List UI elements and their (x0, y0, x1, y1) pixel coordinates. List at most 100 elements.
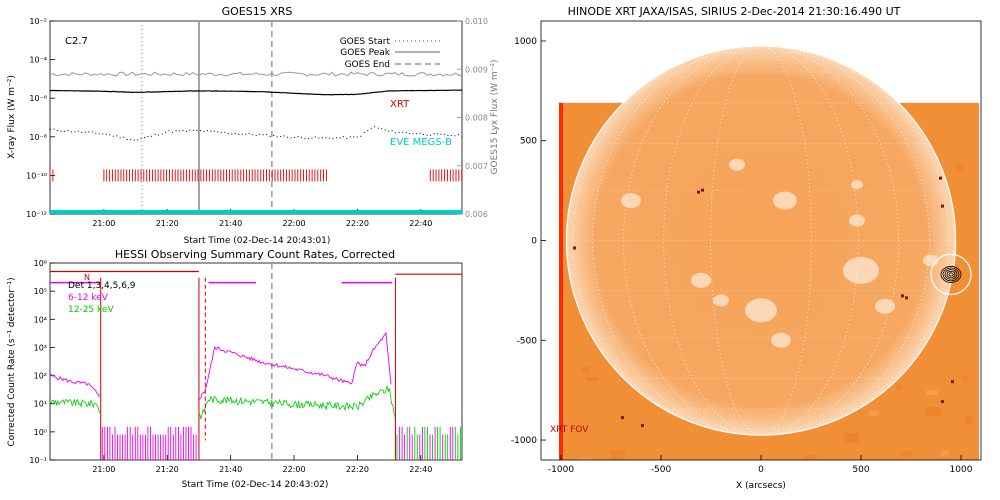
dark-speck (941, 204, 944, 208)
goes-short-point (440, 133, 442, 135)
goes-xlabel: Start Time (02-Dec-14 20:43:01) (184, 236, 331, 246)
sun-limb (565, 45, 957, 436)
hessi-xtick-label: 21:20 (156, 465, 179, 474)
xrt-xtick-label: 0 (758, 465, 764, 475)
xrt-ytick-label: -1000 (511, 436, 537, 446)
hessi-panel: HESSI Observing Summary Count Rates, Cor… (7, 248, 463, 490)
xrt-title: HINODE XRT JAXA/ISAS, SIRIUS 2-Dec-2014 … (568, 5, 901, 18)
xrt-offdisk-patch (900, 451, 912, 458)
goes-ytick-label: 10⁻¹² (26, 210, 47, 219)
xrt-offdisk-patch (586, 376, 598, 381)
hessi-ylabel: Corrected Count Rate (s⁻¹ detector⁻¹) (7, 277, 17, 446)
goes-short-point (182, 129, 184, 131)
goes-short-point (405, 132, 407, 134)
active-region (851, 180, 863, 190)
xrt-xlabel: X (arcsecs) (736, 481, 786, 491)
xrt-xtick-label: 1000 (950, 465, 973, 475)
goes-short-point (321, 137, 323, 139)
goes-xtick-label: 22:40 (409, 219, 432, 228)
goes-short-point (266, 134, 268, 135)
goes-short-point (398, 132, 400, 133)
xrt-offdisk-patch (844, 433, 859, 444)
goes-short-point (88, 131, 90, 133)
hessi-ytick-label: 10³ (34, 343, 47, 352)
goes-ytick-right-label: 0.007 (465, 162, 488, 171)
goes-short-point (437, 133, 438, 135)
goes-short-point (203, 131, 205, 132)
goes-short-point (342, 136, 344, 138)
goes-ytick-right-label: 0.006 (465, 210, 488, 219)
xrt-offdisk-patch (925, 407, 942, 417)
goes-short-point (252, 134, 254, 136)
goes-short-point (454, 135, 456, 137)
goes-short-point (189, 129, 191, 131)
goes-short-point (238, 133, 240, 135)
goes-short-point (116, 135, 118, 137)
goes-short-point (443, 133, 445, 135)
active-region (773, 191, 797, 210)
hessi-ytick-label: 10⁰ (34, 428, 47, 437)
goes-short-point (123, 136, 125, 138)
goes-short-point (374, 126, 376, 128)
goes-short-point (112, 135, 114, 137)
xrt-offdisk-patch (961, 375, 968, 381)
goes-short-point (269, 136, 271, 138)
goes-short-point (137, 139, 139, 141)
goes-short-point (60, 130, 62, 132)
hessi-ytick-label: 10⁵ (34, 287, 47, 296)
active-region (691, 272, 711, 288)
xrt-xtick-label: -500 (651, 465, 672, 475)
goes-short-point (391, 130, 393, 132)
dark-speck (901, 294, 904, 298)
goes-short-point (220, 132, 222, 134)
hessi-xtick-label: 21:00 (92, 465, 115, 474)
goes-short-point (461, 136, 463, 138)
goes-short-point (318, 137, 320, 139)
goes-short-point (192, 129, 194, 131)
goes-short-point (234, 133, 236, 135)
goes-y-axis: 10⁻¹² 10⁻¹⁰ 10⁻⁸ 10⁻⁶ 10⁻⁴ 10⁻² (26, 17, 55, 219)
hessi-series-group (49, 263, 462, 460)
goes-short-point (328, 137, 330, 139)
goes-short-point (370, 127, 372, 129)
xrt-offdisk-patch (941, 450, 949, 457)
dark-speck (941, 400, 944, 404)
goes-short-point (457, 134, 459, 136)
xrt-offdisk-patch (925, 390, 939, 396)
goes-short-point (304, 138, 306, 140)
goes-short-point (151, 135, 153, 137)
goes-short-point (294, 136, 295, 138)
goes-short-point (273, 134, 275, 136)
goes-ytick-right-label: 0.009 (465, 65, 488, 74)
active-region (729, 158, 745, 171)
hessi-xtick-label: 21:40 (219, 465, 242, 474)
goes-short-point (172, 131, 173, 133)
goes-short-point (433, 133, 435, 135)
goes-short-point (259, 134, 261, 136)
goes-short-point (395, 132, 397, 134)
goes-short-point (255, 134, 257, 136)
goes-short-point (63, 130, 65, 132)
flare-contour (940, 266, 962, 283)
goes-short-point (367, 130, 369, 132)
goes-short-point (426, 134, 428, 136)
goes-short-point (287, 136, 289, 138)
dark-speck (951, 380, 954, 384)
hessi-ytick-label: 10⁶ (34, 259, 47, 268)
flare-selection-circle (930, 253, 972, 296)
goes-lya-series (49, 71, 463, 77)
goes-short-point (388, 130, 390, 132)
goes-short-point (384, 129, 386, 131)
xrt-image (559, 45, 979, 460)
flare-contour (946, 270, 956, 279)
goes-long-series (50, 89, 463, 96)
goes-short-point (245, 133, 247, 135)
goes-short-point (430, 134, 431, 136)
goes-short-point (290, 137, 292, 139)
goes-xtick-label: 21:20 (156, 219, 179, 228)
legend-goes-start: GOES Start (340, 37, 391, 47)
goes-short-point (98, 133, 100, 135)
goes-short-point (109, 134, 111, 136)
goes-short-point (353, 136, 355, 138)
